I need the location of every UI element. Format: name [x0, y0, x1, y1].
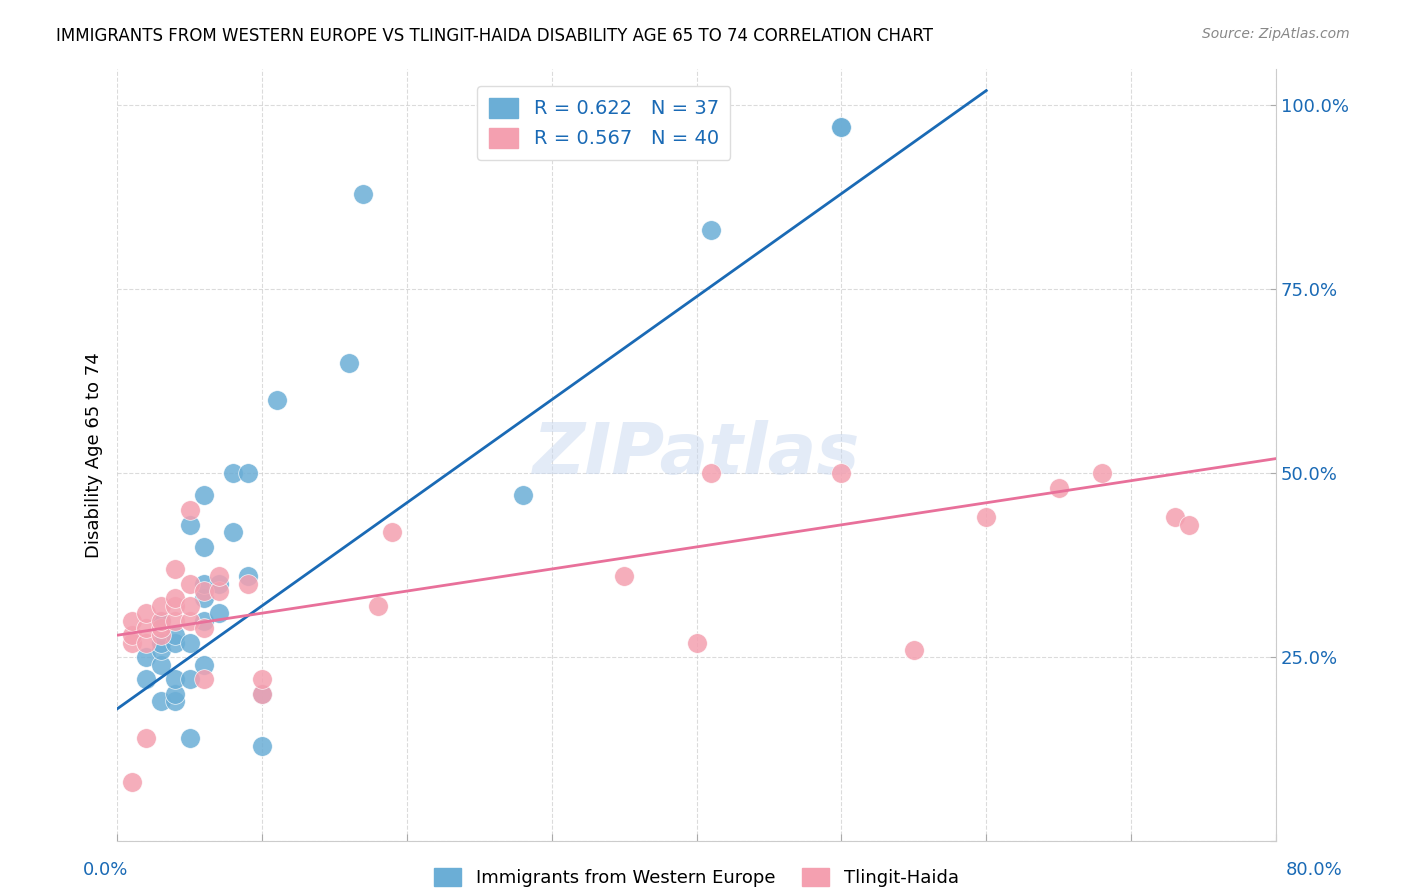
Point	[266, 392, 288, 407]
Point	[165, 562, 187, 576]
Point	[250, 687, 273, 701]
Point	[135, 606, 157, 620]
Point	[165, 614, 187, 628]
Point	[193, 540, 215, 554]
Point	[337, 356, 360, 370]
Text: 80.0%: 80.0%	[1286, 861, 1343, 879]
Point	[149, 628, 172, 642]
Point	[193, 591, 215, 606]
Point	[165, 599, 187, 613]
Point	[236, 569, 259, 583]
Point	[700, 223, 723, 237]
Point	[1178, 517, 1201, 532]
Point	[250, 739, 273, 753]
Point	[135, 731, 157, 746]
Point	[250, 687, 273, 701]
Point	[207, 584, 229, 599]
Point	[974, 510, 997, 524]
Point	[179, 599, 201, 613]
Text: Source: ZipAtlas.com: Source: ZipAtlas.com	[1202, 27, 1350, 41]
Point	[165, 687, 187, 701]
Point	[613, 569, 636, 583]
Point	[179, 517, 201, 532]
Point	[1163, 510, 1185, 524]
Point	[179, 731, 201, 746]
Point	[1091, 467, 1114, 481]
Point	[135, 650, 157, 665]
Point	[193, 657, 215, 672]
Point	[149, 694, 172, 708]
Point	[179, 635, 201, 649]
Point	[165, 694, 187, 708]
Text: 0.0%: 0.0%	[83, 861, 128, 879]
Point	[121, 614, 143, 628]
Point	[149, 614, 172, 628]
Point	[700, 467, 723, 481]
Point	[179, 576, 201, 591]
Point	[149, 657, 172, 672]
Point	[135, 621, 157, 635]
Point	[193, 673, 215, 687]
Point	[367, 599, 389, 613]
Point	[121, 635, 143, 649]
Point	[1047, 481, 1070, 495]
Point	[193, 584, 215, 599]
Point	[236, 576, 259, 591]
Point	[193, 614, 215, 628]
Point	[149, 599, 172, 613]
Point	[149, 621, 172, 635]
Point	[830, 120, 852, 135]
Point	[165, 635, 187, 649]
Point	[135, 673, 157, 687]
Point	[236, 467, 259, 481]
Point	[179, 673, 201, 687]
Text: ZIPatlas: ZIPatlas	[533, 420, 860, 490]
Point	[903, 643, 925, 657]
Point	[149, 614, 172, 628]
Point	[222, 525, 245, 540]
Point	[121, 628, 143, 642]
Point	[250, 673, 273, 687]
Point	[179, 614, 201, 628]
Point	[193, 621, 215, 635]
Point	[512, 488, 534, 502]
Point	[830, 467, 852, 481]
Point	[121, 775, 143, 789]
Point	[685, 635, 707, 649]
Point	[352, 186, 374, 201]
Point	[135, 635, 157, 649]
Point	[207, 576, 229, 591]
Point	[179, 503, 201, 517]
Point	[149, 643, 172, 657]
Point	[165, 628, 187, 642]
Point	[165, 591, 187, 606]
Point	[193, 576, 215, 591]
Point	[165, 673, 187, 687]
Point	[193, 488, 215, 502]
Point	[381, 525, 404, 540]
Y-axis label: Disability Age 65 to 74: Disability Age 65 to 74	[86, 352, 103, 558]
Point	[830, 120, 852, 135]
Text: IMMIGRANTS FROM WESTERN EUROPE VS TLINGIT-HAIDA DISABILITY AGE 65 TO 74 CORRELAT: IMMIGRANTS FROM WESTERN EUROPE VS TLINGI…	[56, 27, 934, 45]
Point	[149, 635, 172, 649]
Point	[207, 606, 229, 620]
Point	[207, 569, 229, 583]
Legend: Immigrants from Western Europe, Tlingit-Haida: Immigrants from Western Europe, Tlingit-…	[427, 860, 966, 892]
Point	[222, 467, 245, 481]
